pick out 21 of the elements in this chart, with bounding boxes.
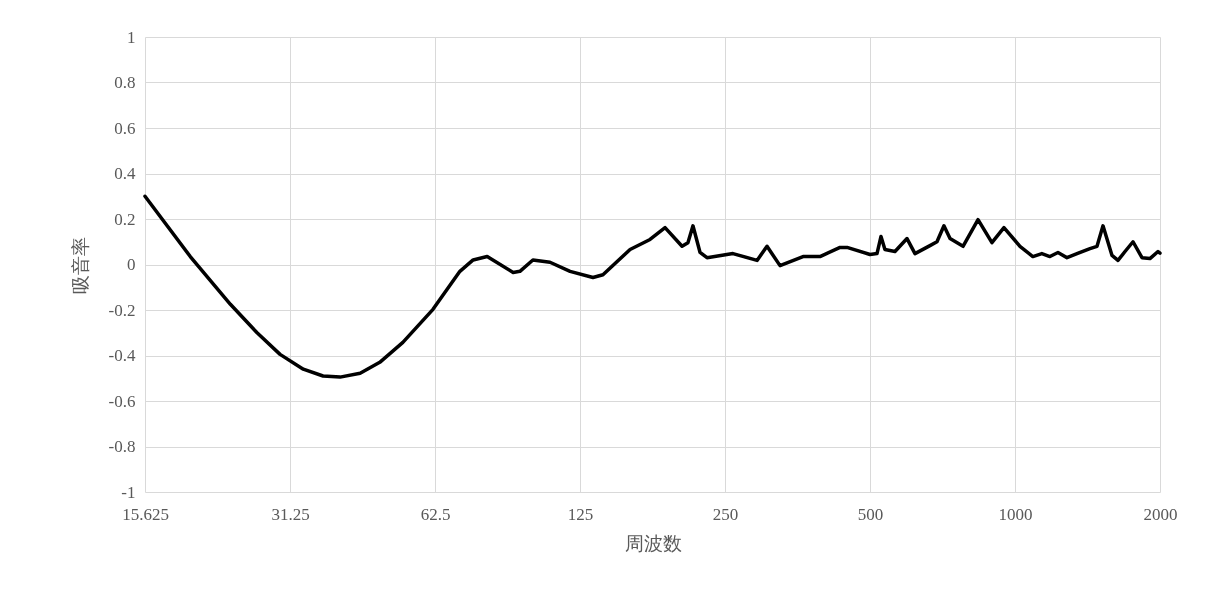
x-tick-label: 250: [712, 504, 739, 524]
x-tick-label: 1000: [998, 504, 1033, 524]
y-tick-label: -0.4: [108, 346, 136, 365]
x-axis-title: 周波数: [624, 532, 682, 554]
x-tick-label: 125: [567, 504, 594, 524]
y-tick-label: -1: [121, 482, 136, 502]
x-tick-label: 31.25: [271, 504, 310, 524]
y-tick-label: 0: [127, 255, 136, 274]
x-tick-label: 62.5: [420, 504, 451, 524]
y-tick-label: -0.8: [108, 437, 136, 456]
y-tick-label: 0.4: [114, 164, 136, 183]
y-tick-label: 0.2: [114, 209, 136, 229]
y-tick-label: -0.6: [108, 391, 136, 411]
y-tick-label: 0.8: [114, 73, 136, 92]
y-tick-label: -0.2: [108, 300, 136, 320]
x-tick-label: 500: [857, 504, 884, 524]
y-tick-label: 1: [127, 27, 136, 47]
y-axis-title: 吸音率: [69, 236, 91, 294]
x-tick-label: 2000: [1143, 504, 1178, 524]
x-tick-label: 15.625: [122, 504, 169, 524]
y-tick-label: 0.6: [114, 118, 136, 138]
